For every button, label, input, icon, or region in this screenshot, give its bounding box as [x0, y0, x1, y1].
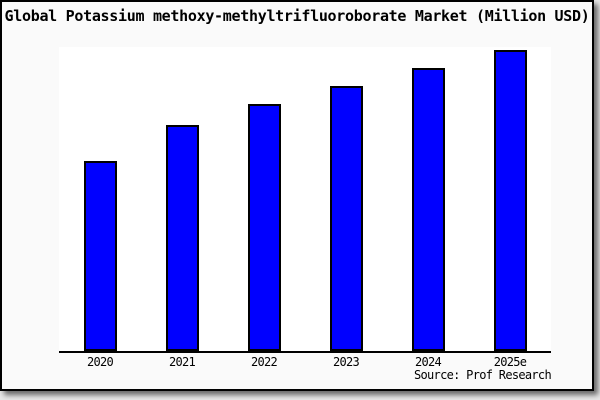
x-axis-label: 2023: [332, 355, 360, 369]
bar-slot: [223, 47, 305, 351]
x-axis-label: 2021: [168, 355, 196, 369]
chart-frame: Global Potassium methoxy-methyltrifluoro…: [0, 0, 594, 391]
bar-slot: [469, 47, 551, 351]
x-axis-labels: 2020 2021 2022 2023 2024 2025e: [59, 355, 551, 369]
x-axis-label: 2024: [414, 355, 442, 369]
x-axis-label: 2020: [86, 355, 114, 369]
bar-slot: [387, 47, 469, 351]
bar: [329, 86, 363, 351]
bar: [411, 68, 445, 351]
chart-title: Global Potassium methoxy-methyltrifluoro…: [4, 7, 590, 25]
x-axis-label: 2025e: [493, 355, 527, 369]
bar-slot: [59, 47, 141, 351]
bar: [165, 125, 199, 351]
plot-area: [59, 47, 551, 353]
bar: [493, 50, 527, 351]
source-label: Source: Prof Research: [413, 368, 552, 382]
bar: [247, 104, 281, 351]
bar-slot: [305, 47, 387, 351]
bar: [83, 161, 117, 351]
x-axis-label: 2022: [250, 355, 278, 369]
bar-slot: [141, 47, 223, 351]
